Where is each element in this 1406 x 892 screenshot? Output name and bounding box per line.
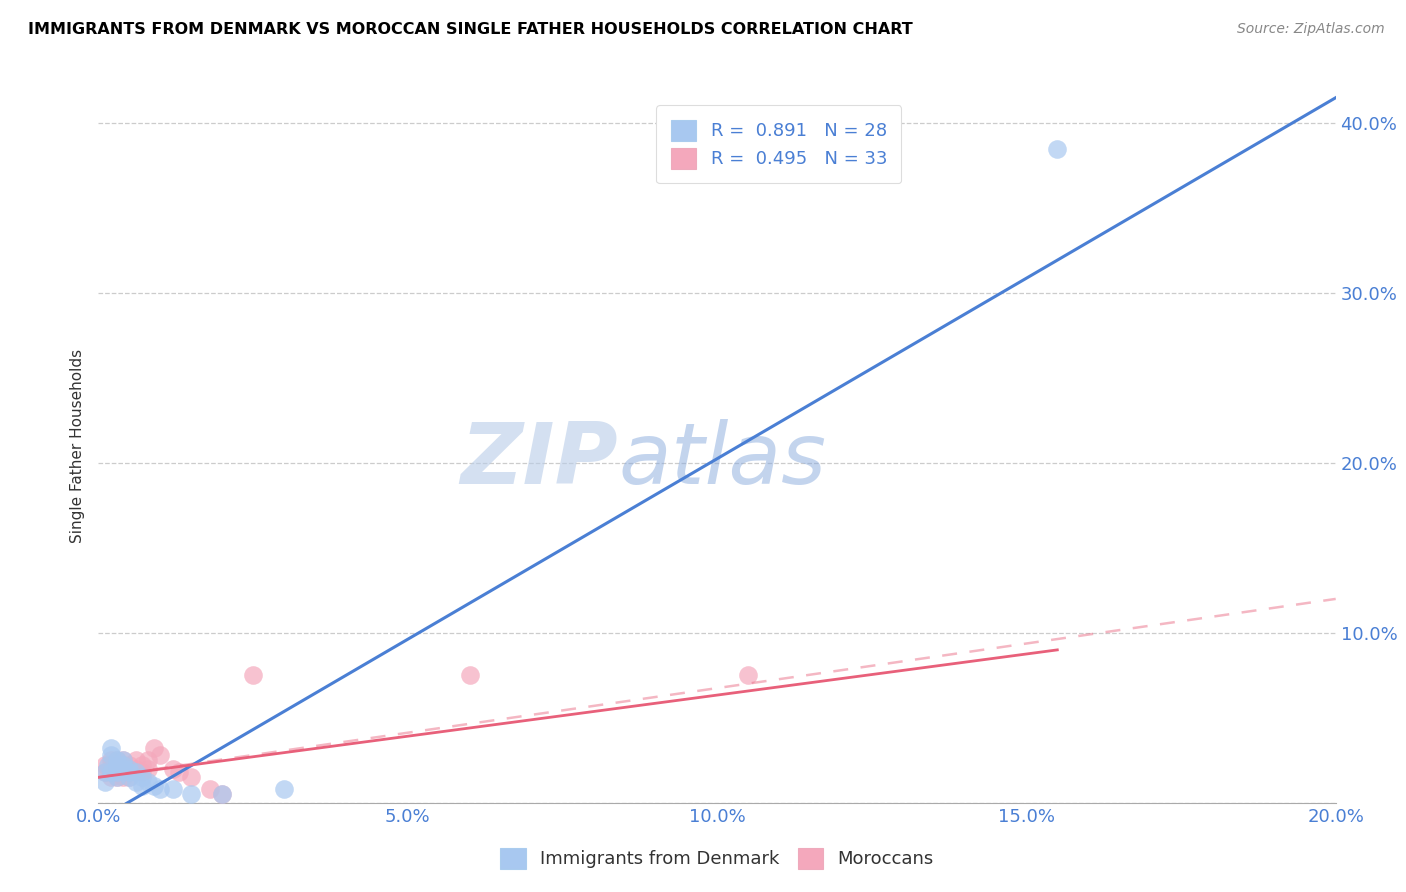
Point: [100, 741, 122, 756]
Point: [112, 753, 135, 767]
Text: ZIP: ZIP: [460, 418, 619, 502]
Point: [211, 787, 233, 801]
Point: [162, 782, 184, 797]
Point: [112, 765, 135, 780]
Point: [198, 782, 221, 797]
Point: [136, 762, 159, 776]
Point: [105, 765, 128, 780]
Point: [211, 787, 233, 801]
Point: [737, 668, 759, 682]
Point: [93, 765, 115, 780]
Point: [100, 765, 122, 780]
Point: [124, 765, 146, 780]
Point: [136, 753, 159, 767]
Point: [1046, 142, 1069, 156]
Point: [180, 787, 202, 801]
Point: [149, 782, 172, 797]
Legend: Immigrants from Denmark, Moroccans: Immigrants from Denmark, Moroccans: [494, 840, 941, 876]
Point: [143, 779, 166, 793]
Point: [105, 753, 128, 767]
Point: [112, 770, 135, 784]
Point: [105, 753, 128, 767]
Point: [93, 765, 115, 780]
Point: [131, 765, 153, 780]
Point: [136, 775, 159, 789]
Point: [105, 762, 128, 776]
Point: [112, 758, 135, 772]
Point: [143, 741, 166, 756]
Point: [118, 770, 141, 784]
Point: [118, 770, 141, 784]
Point: [118, 762, 141, 776]
Point: [100, 753, 122, 767]
Point: [100, 765, 122, 780]
Point: [112, 753, 135, 767]
Point: [112, 762, 135, 776]
Point: [458, 668, 481, 682]
Point: [105, 770, 128, 784]
Point: [124, 775, 146, 789]
Point: [131, 779, 153, 793]
Point: [118, 758, 141, 772]
Point: [167, 765, 190, 780]
Point: [93, 758, 115, 772]
Point: [242, 668, 264, 682]
Text: IMMIGRANTS FROM DENMARK VS MOROCCAN SINGLE FATHER HOUSEHOLDS CORRELATION CHART: IMMIGRANTS FROM DENMARK VS MOROCCAN SING…: [28, 22, 912, 37]
Text: atlas: atlas: [619, 418, 827, 502]
Point: [100, 770, 122, 784]
Text: Source: ZipAtlas.com: Source: ZipAtlas.com: [1237, 22, 1385, 37]
Point: [162, 762, 184, 776]
Point: [105, 770, 128, 784]
Point: [118, 765, 141, 780]
Point: [124, 762, 146, 776]
Point: [112, 758, 135, 772]
Point: [273, 782, 295, 797]
Point: [180, 770, 202, 784]
Point: [124, 753, 146, 767]
Point: [131, 770, 153, 784]
Point: [97, 758, 120, 772]
Point: [149, 748, 172, 763]
Point: [100, 748, 122, 763]
Y-axis label: Single Father Households: Single Father Households: [70, 349, 86, 543]
Point: [105, 758, 128, 772]
Point: [118, 765, 141, 780]
Point: [93, 775, 115, 789]
Point: [131, 758, 153, 772]
Point: [100, 762, 122, 776]
Point: [105, 765, 128, 780]
